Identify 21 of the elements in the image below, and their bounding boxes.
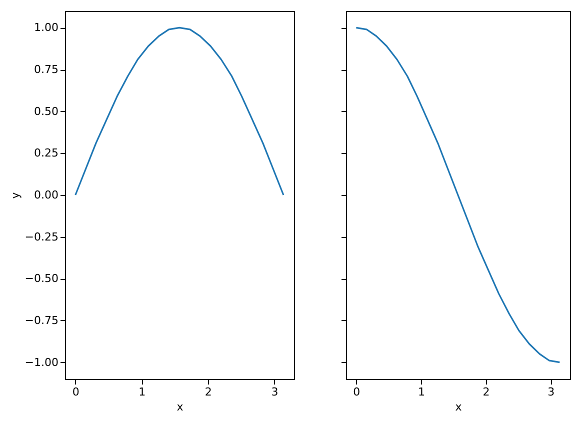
- y-tick-label: 0.00: [34, 188, 58, 202]
- y-tick-label: −1.00: [24, 356, 58, 369]
- y-tick-label: −0.50: [24, 272, 58, 286]
- y-axis-title: y: [8, 192, 22, 199]
- x-tick-label: 0: [72, 386, 80, 398]
- y-tick-label: 0.75: [34, 63, 58, 76]
- y-tick-label: −0.75: [24, 314, 58, 327]
- x-tick-label: 1: [138, 386, 146, 398]
- x-tick-label: 3: [548, 386, 555, 398]
- x-tick-label: 2: [204, 386, 212, 398]
- y-tick-label: 1.00: [34, 21, 58, 34]
- x-tick-label: 0: [353, 386, 360, 398]
- y-tick-label: −0.25: [24, 230, 58, 244]
- x-tick-label: 2: [482, 386, 490, 398]
- x-axis-title: x: [455, 400, 462, 414]
- x-tick-label: 3: [271, 386, 278, 398]
- line-series: [74, 26, 284, 196]
- x-tick-label: 1: [418, 386, 425, 398]
- y-tick-label: 0.50: [34, 104, 58, 118]
- y-tick-label: 0.25: [34, 146, 58, 160]
- x-axis-title: x: [176, 400, 184, 414]
